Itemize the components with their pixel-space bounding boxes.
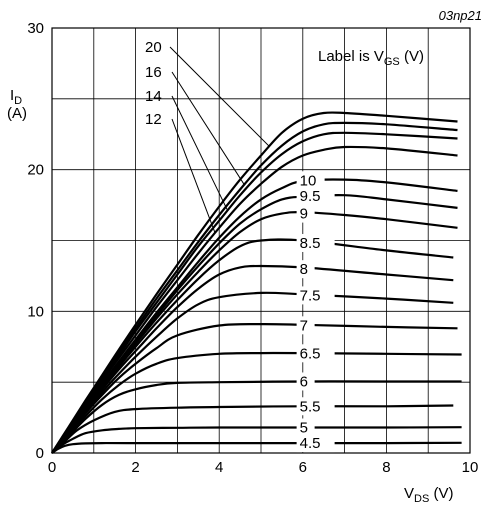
x-tick-label: 10 bbox=[462, 459, 479, 476]
x-axis-label: VDS (V) bbox=[404, 485, 453, 505]
curve-label-background bbox=[296, 344, 335, 363]
curve-labels: 4.55 5.5 6 6.5 7 7.5 8 8.5 99.510 20 16 14 12 bbox=[145, 39, 335, 453]
curve-label-vgs-6-5: 6.5 bbox=[300, 345, 321, 362]
figure-id: 03np21 bbox=[439, 8, 482, 23]
curve-label-background bbox=[296, 171, 325, 190]
curve-label-vgs-9-5: 9.5 bbox=[300, 188, 321, 205]
curve-label-vgs-7-5: 7.5 bbox=[300, 287, 321, 304]
series-line-vgs-5-5 bbox=[51, 404, 454, 454]
y-tick-label: 20 bbox=[27, 162, 44, 179]
x-tick-label: 2 bbox=[131, 459, 139, 476]
curve-label-vgs-16: 16 bbox=[145, 64, 162, 81]
curve-label-vgs-9: 9 bbox=[300, 206, 308, 223]
curve-label-vgs-20: 20 bbox=[145, 39, 162, 56]
curve-label-background bbox=[296, 233, 335, 252]
curve-label-background bbox=[296, 418, 315, 437]
x-tick-labels: 0 2 4 6 8 10 bbox=[48, 459, 479, 476]
curve-label-vgs-8: 8 bbox=[300, 261, 308, 278]
x-tick-label: 4 bbox=[215, 459, 223, 476]
y-axis-unit: (A) bbox=[7, 105, 27, 122]
curve-label-background bbox=[296, 186, 335, 205]
leader-line-vgs-14 bbox=[171, 95, 229, 211]
x-tick-label: 6 bbox=[299, 459, 307, 476]
series-line-vgs-6 bbox=[51, 380, 462, 454]
curve-label-vgs-10: 10 bbox=[300, 172, 317, 189]
series-line-vgs-16 bbox=[51, 121, 458, 454]
curve-label-vgs-12: 12 bbox=[145, 111, 162, 128]
y-tick-label: 0 bbox=[36, 445, 44, 462]
leader-line-vgs-12 bbox=[171, 118, 216, 234]
series-line-vgs-14 bbox=[51, 131, 458, 454]
leader-line-vgs-20 bbox=[169, 46, 270, 147]
curve-label-vgs-7: 7 bbox=[300, 317, 308, 334]
y-tick-label: 30 bbox=[27, 20, 44, 37]
series-line-vgs-4-5 bbox=[51, 441, 462, 454]
curve-label-background bbox=[296, 372, 315, 391]
curve-label-vgs-5: 5 bbox=[300, 420, 308, 437]
curve-label-vgs-5-5: 5.5 bbox=[300, 398, 321, 415]
series-line-vgs-5 bbox=[51, 426, 462, 454]
curve-label-background bbox=[296, 260, 315, 279]
curve-label-background bbox=[296, 434, 335, 453]
leader-line-vgs-16 bbox=[171, 71, 245, 185]
curve-label-background bbox=[296, 286, 335, 305]
curve-label-vgs-14: 14 bbox=[145, 88, 162, 105]
y-tick-label: 10 bbox=[27, 303, 44, 320]
leader-lines bbox=[169, 46, 270, 234]
x-tick-label: 0 bbox=[48, 459, 56, 476]
y-axis-label: ID bbox=[10, 87, 22, 107]
curve-label-vgs-6: 6 bbox=[300, 373, 308, 390]
curve-label-background bbox=[296, 397, 335, 416]
curve-label-background bbox=[296, 316, 315, 335]
x-tick-label: 8 bbox=[382, 459, 390, 476]
curve-label-vgs-4-5: 4.5 bbox=[300, 435, 321, 452]
curve-label-vgs-8-5: 8.5 bbox=[300, 235, 321, 252]
y-tick-labels: 0 10 20 30 bbox=[27, 20, 44, 462]
legend-note: Label is VGS (V) bbox=[318, 48, 424, 68]
curve-label-background bbox=[296, 204, 315, 223]
